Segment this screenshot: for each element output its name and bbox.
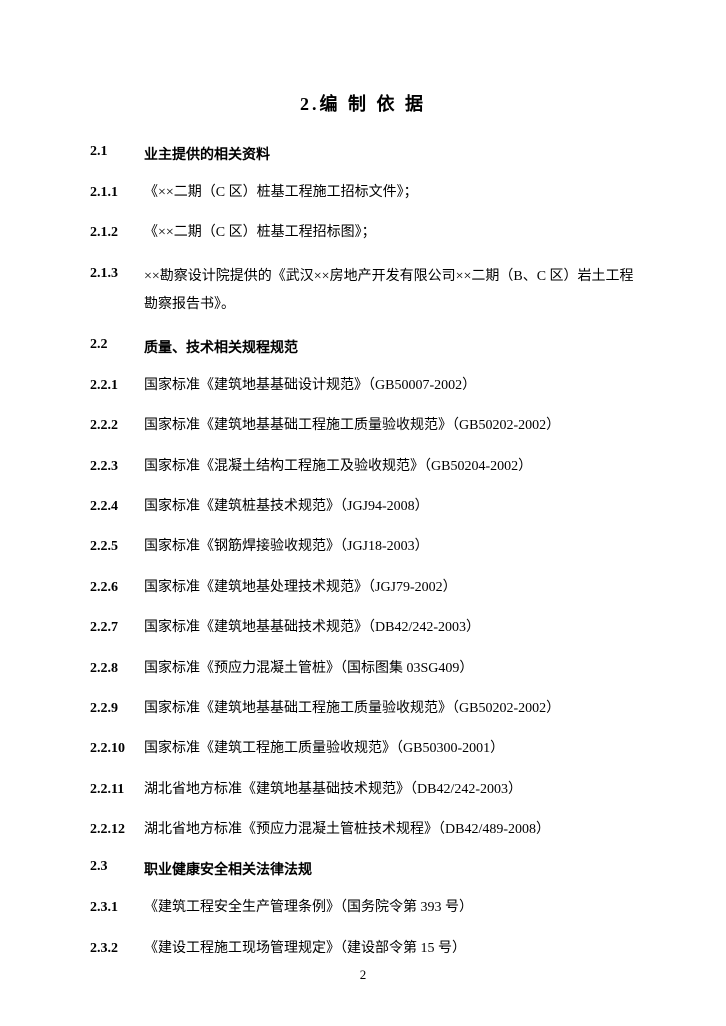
section-number: 2.3 (90, 859, 144, 879)
item-number: 2.1.2 (90, 222, 144, 244)
list-item: 2.2.3 国家标准《混凝土结构工程施工及验收规范》（GB50204-2002） (90, 456, 636, 478)
list-item: 2.2.11 湖北省地方标准《建筑地基基础技术规范》（DB42/242-2003… (90, 779, 636, 801)
item-text: 湖北省地方标准《建筑地基基础技术规范》（DB42/242-2003） (144, 779, 636, 801)
list-item: 2.2.1 国家标准《建筑地基基础设计规范》（GB50007-2002） (90, 375, 636, 397)
section-title: 职业健康安全相关法律法规 (144, 859, 312, 879)
list-item: 2.2.12 湖北省地方标准《预应力混凝土管桩技术规程》（DB42/489-20… (90, 819, 636, 841)
item-number: 2.2.2 (90, 415, 144, 437)
item-number: 2.2.12 (90, 819, 144, 841)
item-number: 2.1.3 (90, 263, 144, 319)
list-item: 2.1.3 ××勘察设计院提供的《武汉××房地产开发有限公司××二期（B、C 区… (90, 263, 636, 319)
item-text: 《××二期（C 区）桩基工程施工招标文件》； (144, 182, 636, 204)
section-title: 质量、技术相关规程规范 (144, 337, 298, 357)
item-text: 《××二期（C 区）桩基工程招标图》； (144, 222, 636, 244)
item-number: 2.2.1 (90, 375, 144, 397)
item-text: 国家标准《建筑桩基技术规范》（JGJ94-2008） (144, 496, 636, 518)
item-number: 2.1.1 (90, 182, 144, 204)
item-text: 国家标准《建筑工程施工质量验收规范》（GB50300-2001） (144, 738, 636, 760)
item-text: 国家标准《预应力混凝土管桩》（国标图集 03SG409） (144, 658, 636, 680)
item-number: 2.2.11 (90, 779, 144, 801)
page-title: 2.编 制 依 据 (90, 90, 636, 116)
section-heading: 2.2 质量、技术相关规程规范 (90, 337, 636, 357)
item-text: 湖北省地方标准《预应力混凝土管桩技术规程》（DB42/489-2008） (144, 819, 636, 841)
item-number: 2.3.1 (90, 897, 144, 919)
item-text: 《建设工程施工现场管理规定》（建设部令第 15 号） (144, 938, 636, 960)
section-heading: 2.1 业主提供的相关资料 (90, 144, 636, 164)
item-number: 2.3.2 (90, 938, 144, 960)
list-item: 2.2.9 国家标准《建筑地基基础工程施工质量验收规范》（GB50202-200… (90, 698, 636, 720)
item-text: ××勘察设计院提供的《武汉××房地产开发有限公司××二期（B、C 区）岩土工程勘… (144, 263, 636, 319)
list-item: 2.2.2 国家标准《建筑地基基础工程施工质量验收规范》（GB50202-200… (90, 415, 636, 437)
item-number: 2.2.9 (90, 698, 144, 720)
item-text: 国家标准《混凝土结构工程施工及验收规范》（GB50204-2002） (144, 456, 636, 478)
item-text: 国家标准《钢筋焊接验收规范》（JGJ18-2003） (144, 536, 636, 558)
list-item: 2.2.8 国家标准《预应力混凝土管桩》（国标图集 03SG409） (90, 658, 636, 680)
item-number: 2.2.3 (90, 456, 144, 478)
list-item: 2.2.10 国家标准《建筑工程施工质量验收规范》（GB50300-2001） (90, 738, 636, 760)
list-item: 2.3.1 《建筑工程安全生产管理条例》（国务院令第 393 号） (90, 897, 636, 919)
list-item: 2.2.4 国家标准《建筑桩基技术规范》（JGJ94-2008） (90, 496, 636, 518)
list-item: 2.1.1 《××二期（C 区）桩基工程施工招标文件》； (90, 182, 636, 204)
item-number: 2.2.7 (90, 617, 144, 639)
list-item: 2.3.2 《建设工程施工现场管理规定》（建设部令第 15 号） (90, 938, 636, 960)
item-number: 2.2.4 (90, 496, 144, 518)
item-number: 2.2.10 (90, 738, 144, 760)
item-text: 国家标准《建筑地基基础工程施工质量验收规范》（GB50202-2002） (144, 698, 636, 720)
section-number: 2.1 (90, 144, 144, 164)
document-page: 2.编 制 依 据 2.1 业主提供的相关资料 2.1.1 《××二期（C 区）… (0, 0, 726, 1008)
item-number: 2.2.5 (90, 536, 144, 558)
list-item: 2.1.2 《××二期（C 区）桩基工程招标图》； (90, 222, 636, 244)
list-item: 2.2.6 国家标准《建筑地基处理技术规范》（JGJ79-2002） (90, 577, 636, 599)
item-number: 2.2.6 (90, 577, 144, 599)
section-heading: 2.3 职业健康安全相关法律法规 (90, 859, 636, 879)
list-item: 2.2.5 国家标准《钢筋焊接验收规范》（JGJ18-2003） (90, 536, 636, 558)
item-text: 国家标准《建筑地基处理技术规范》（JGJ79-2002） (144, 577, 636, 599)
item-text: 国家标准《建筑地基基础设计规范》（GB50007-2002） (144, 375, 636, 397)
section-number: 2.2 (90, 337, 144, 357)
section-title: 业主提供的相关资料 (144, 144, 270, 164)
item-text: 国家标准《建筑地基基础工程施工质量验收规范》（GB50202-2002） (144, 415, 636, 437)
page-number: 2 (0, 967, 726, 983)
item-text: 国家标准《建筑地基基础技术规范》（DB42/242-2003） (144, 617, 636, 639)
list-item: 2.2.7 国家标准《建筑地基基础技术规范》（DB42/242-2003） (90, 617, 636, 639)
item-number: 2.2.8 (90, 658, 144, 680)
item-text: 《建筑工程安全生产管理条例》（国务院令第 393 号） (144, 897, 636, 919)
